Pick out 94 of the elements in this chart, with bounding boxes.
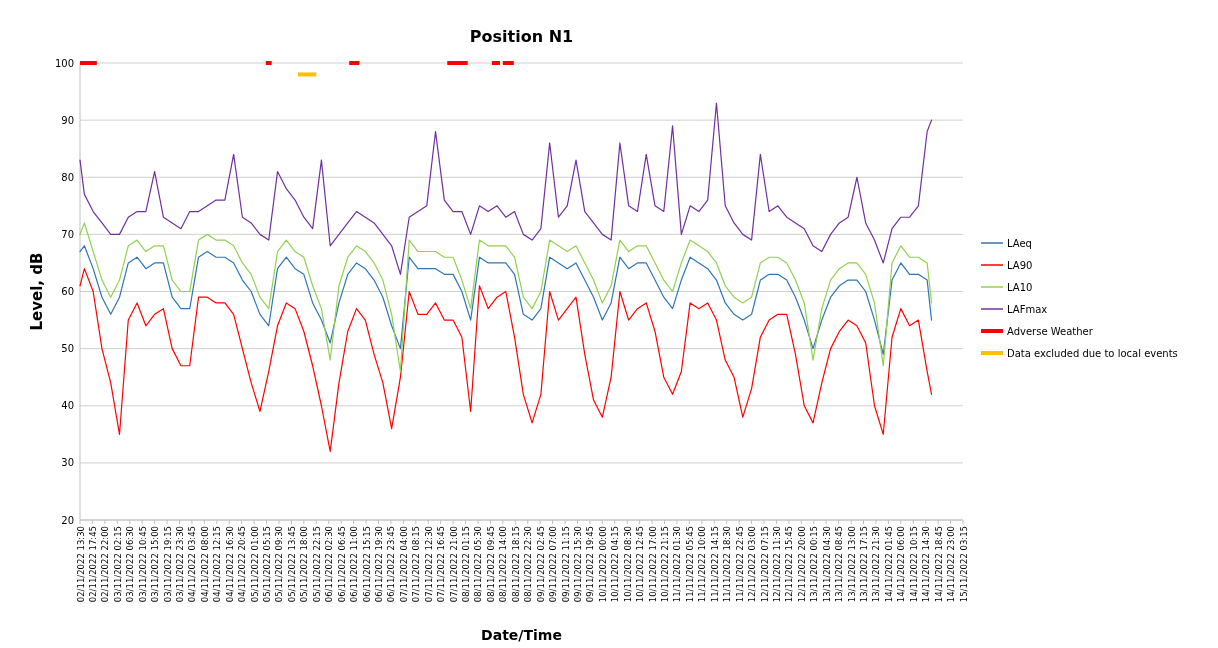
x-tick-label: 03/11/2022 10:45	[137, 526, 148, 603]
x-tick-label: 06/11/2022 15:15	[361, 526, 372, 603]
legend-label: LAeq	[1007, 238, 1032, 249]
x-tick-label: 03/11/2022 19:15	[162, 526, 173, 603]
x-tick-label: 06/11/2022 23:45	[386, 526, 397, 603]
x-tick-label: 15/11/2022 03:15	[958, 526, 969, 603]
x-tick-label: 05/11/2022 18:00	[299, 526, 310, 603]
x-tick-label: 14/11/2022 23:00	[946, 526, 957, 603]
x-tick-label: 12/11/2022 15:45	[784, 526, 795, 603]
x-tick-label: 03/11/2022 06:30	[125, 526, 136, 603]
x-axis-title: Date/Time	[481, 627, 562, 643]
x-tick-label: 09/11/2022 07:00	[548, 526, 559, 603]
x-tick-label: 10/11/2022 08:30	[622, 526, 633, 603]
x-tick-label: 14/11/2022 06:00	[896, 526, 907, 603]
x-tick-label: 05/11/2022 01:00	[249, 526, 260, 603]
chart-title: Position N1	[469, 27, 574, 46]
x-tick-label: 09/11/2022 02:45	[535, 526, 546, 603]
legend-label: Data excluded due to local events	[1007, 348, 1178, 359]
x-tick-label: 11/11/2022 18:30	[722, 526, 733, 603]
x-tick-label: 06/11/2022 06:45	[336, 526, 347, 603]
line-series	[79, 102, 933, 275]
x-tick-label: 13/11/2022 17:15	[859, 526, 870, 603]
x-tick-label: 14/11/2022 01:45	[883, 526, 894, 603]
x-tick-label: 10/11/2022 17:00	[647, 526, 658, 603]
x-tick-label: 13/11/2022 13:00	[846, 526, 857, 603]
y-tick-label: 100	[54, 57, 74, 69]
y-tick-label: 40	[61, 400, 74, 412]
x-tick-label: 12/11/2022 03:00	[747, 526, 758, 603]
x-tick-label: 14/11/2022 18:45	[933, 526, 944, 603]
x-tick-label: 13/11/2022 21:30	[871, 526, 882, 603]
x-tick-label: 04/11/2022 12:15	[212, 526, 223, 603]
line-series	[79, 222, 933, 373]
x-tick-label: 04/11/2022 16:30	[224, 526, 235, 603]
x-tick-label: 05/11/2022 09:30	[274, 526, 285, 603]
x-tick-label: 08/11/2022 01:15	[461, 526, 472, 603]
x-tick-label: 14/11/2022 14:30	[921, 526, 932, 603]
x-tick-label: 05/11/2022 05:15	[262, 526, 273, 603]
y-tick-label: 20	[61, 514, 74, 526]
legend-label: LAFmax	[1007, 304, 1048, 315]
y-axis-title: Level, dB	[28, 252, 46, 331]
x-tick-label: 03/11/2022 23:30	[174, 526, 185, 603]
y-tick-label: 90	[61, 114, 74, 126]
x-tick-label: 13/11/2022 00:15	[809, 526, 820, 603]
x-tick-label: 08/11/2022 14:00	[498, 526, 509, 603]
y-tick-label: 70	[61, 228, 74, 240]
x-tick-label: 07/11/2022 21:00	[448, 526, 459, 603]
x-tick-label: 08/11/2022 05:30	[473, 526, 484, 603]
x-tick-label: 12/11/2022 11:30	[771, 526, 782, 603]
x-tick-label: 13/11/2022 08:45	[834, 526, 845, 603]
x-tick-label: 08/11/2022 09:45	[485, 526, 496, 603]
x-tick-label: 11/11/2022 10:00	[697, 526, 708, 603]
line-series	[79, 245, 933, 355]
y-tick-label: 80	[61, 171, 74, 183]
x-tick-label: 08/11/2022 22:30	[523, 526, 534, 603]
x-tick-label: 04/11/2022 08:00	[199, 526, 210, 603]
x-tick-label: 05/11/2022 13:45	[286, 526, 297, 603]
x-tick-label: 11/11/2022 01:30	[672, 526, 683, 603]
x-tick-label: 04/11/2022 20:45	[237, 526, 248, 603]
legend-label: Adverse Weather	[1007, 326, 1094, 337]
x-tick-label: 13/11/2022 04:30	[821, 526, 832, 603]
x-tick-label: 06/11/2022 02:30	[324, 526, 335, 603]
x-tick-label: 11/11/2022 22:45	[734, 526, 745, 603]
x-tick-label: 14/11/2022 10:15	[908, 526, 919, 603]
x-tick-label: 11/11/2022 05:45	[684, 526, 695, 603]
y-tick-label: 50	[61, 343, 74, 355]
x-tick-label: 05/11/2022 22:15	[311, 526, 322, 603]
x-tick-label: 07/11/2022 12:30	[423, 526, 434, 603]
x-tick-label: 02/11/2022 22:00	[100, 526, 111, 603]
x-tick-label: 06/11/2022 19:30	[373, 526, 384, 603]
x-tick-label: 02/11/2022 17:45	[87, 526, 98, 603]
legend-label: LA90	[1007, 260, 1033, 271]
x-tick-label: 10/11/2022 04:15	[610, 526, 621, 603]
x-tick-label: 03/11/2022 02:15	[112, 526, 123, 603]
x-tick-label: 10/11/2022 00:00	[597, 526, 608, 603]
x-tick-label: 04/11/2022 03:45	[187, 526, 198, 603]
x-tick-label: 10/11/2022 12:45	[635, 526, 646, 603]
x-tick-label: 02/11/2022 13:30	[75, 526, 86, 603]
x-tick-label: 10/11/2022 21:15	[660, 526, 671, 603]
x-tick-label: 09/11/2022 15:30	[572, 526, 583, 603]
x-tick-label: 06/11/2022 11:00	[349, 526, 360, 603]
y-tick-label: 60	[61, 286, 74, 297]
x-tick-label: 07/11/2022 08:15	[411, 526, 422, 603]
legend-label: LA10	[1007, 282, 1033, 293]
x-tick-label: 07/11/2022 04:00	[398, 526, 409, 603]
x-tick-label: 12/11/2022 20:00	[796, 526, 807, 603]
x-tick-label: 08/11/2022 18:15	[510, 526, 521, 603]
x-tick-label: 09/11/2022 19:45	[585, 526, 596, 603]
x-tick-label: 11/11/2022 14:15	[709, 526, 720, 603]
x-tick-label: 07/11/2022 16:45	[436, 526, 447, 603]
x-tick-label: 12/11/2022 07:15	[759, 526, 770, 603]
x-tick-label: 09/11/2022 11:15	[560, 526, 571, 603]
x-tick-label: 03/11/2022 15:00	[150, 526, 161, 603]
line-series	[79, 268, 933, 453]
y-tick-label: 30	[61, 457, 74, 469]
